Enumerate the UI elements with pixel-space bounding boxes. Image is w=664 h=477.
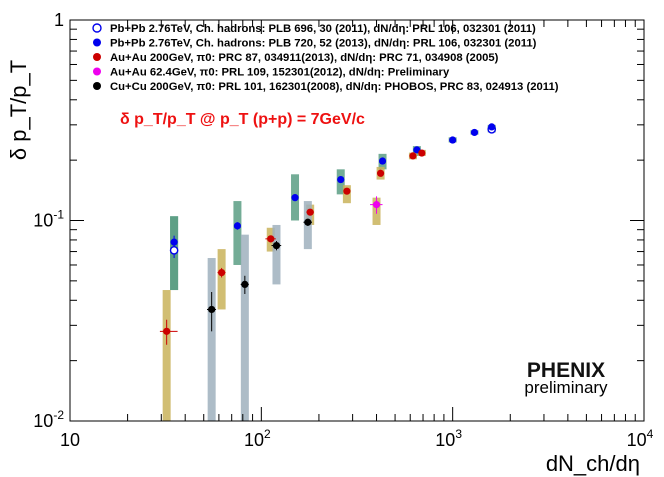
data-point [337, 175, 345, 184]
data-point [449, 136, 457, 144]
data-point [233, 222, 242, 230]
data-point [306, 208, 314, 216]
logo-text: PHENIX [527, 359, 605, 382]
data-point [343, 187, 351, 195]
chart-annotation: δ p_T/p_T @ p_T (p+p) = 7GeV/c [120, 111, 365, 128]
legend-entry: Au+Au 62.4GeV, π0: PRL 109, 152301(2012)… [110, 67, 450, 79]
x-axis-label: dN_ch/dη [546, 451, 640, 476]
legend-marker [93, 67, 101, 76]
data-point [241, 280, 249, 289]
phenix-logo: PHENIX preliminary [524, 359, 608, 397]
y-tick-label: 10-2 [33, 408, 64, 431]
legend-marker [93, 53, 101, 61]
data-point [291, 194, 299, 202]
data-point [267, 235, 275, 243]
legend-entry: Pb+Pb 2.76TeV, Ch. hadrons: PLB 720, 52 … [110, 38, 537, 50]
legend-entry: Au+Au 200GeV, π0: PRC 87, 034911(2013), … [110, 52, 499, 64]
x-tick-label: 10 [60, 430, 80, 450]
systematic-band [233, 201, 242, 265]
data-point [304, 218, 312, 226]
data-point [488, 123, 496, 131]
data-point [409, 152, 417, 160]
legend-entry: Cu+Cu 200GeV, π0: PRL 101, 162301(2008),… [110, 81, 559, 93]
y-tick-label: 10-1 [33, 208, 64, 231]
y-axis-label: δ p_T/p_T [6, 60, 31, 160]
legend-marker [92, 23, 102, 33]
data-point [418, 149, 426, 157]
x-tick-label: 104 [627, 427, 654, 450]
systematic-band [162, 290, 171, 421]
systematic-band [207, 258, 216, 421]
x-tick-label: 103 [435, 427, 462, 450]
legend-marker [93, 82, 101, 90]
data-point [376, 169, 385, 177]
axis-ticks: 10 102 103 104 10-2 10-1 1 [33, 10, 653, 450]
legend-marker [93, 38, 101, 47]
data-point [208, 305, 216, 314]
systematic-band [217, 249, 226, 310]
systematic-band [272, 224, 281, 285]
data-points [163, 123, 497, 335]
data-point [470, 128, 479, 137]
y-tick-label: 1 [54, 10, 64, 30]
data-point [163, 327, 171, 335]
systematic-band [240, 234, 249, 421]
data-point [170, 238, 178, 246]
data-point [169, 246, 179, 255]
x-tick-label: 102 [244, 427, 271, 450]
logo-subtext: preliminary [524, 378, 608, 397]
data-point [378, 157, 387, 165]
data-point [272, 241, 281, 250]
legend-entry: Pb+Pb 2.76TeV, Ch. hadrons: PLB 696, 30 … [110, 23, 536, 35]
data-point [218, 268, 226, 277]
data-point [372, 201, 381, 209]
legend: Pb+Pb 2.76TeV, Ch. hadrons: PLB 696, 30 … [92, 23, 559, 93]
